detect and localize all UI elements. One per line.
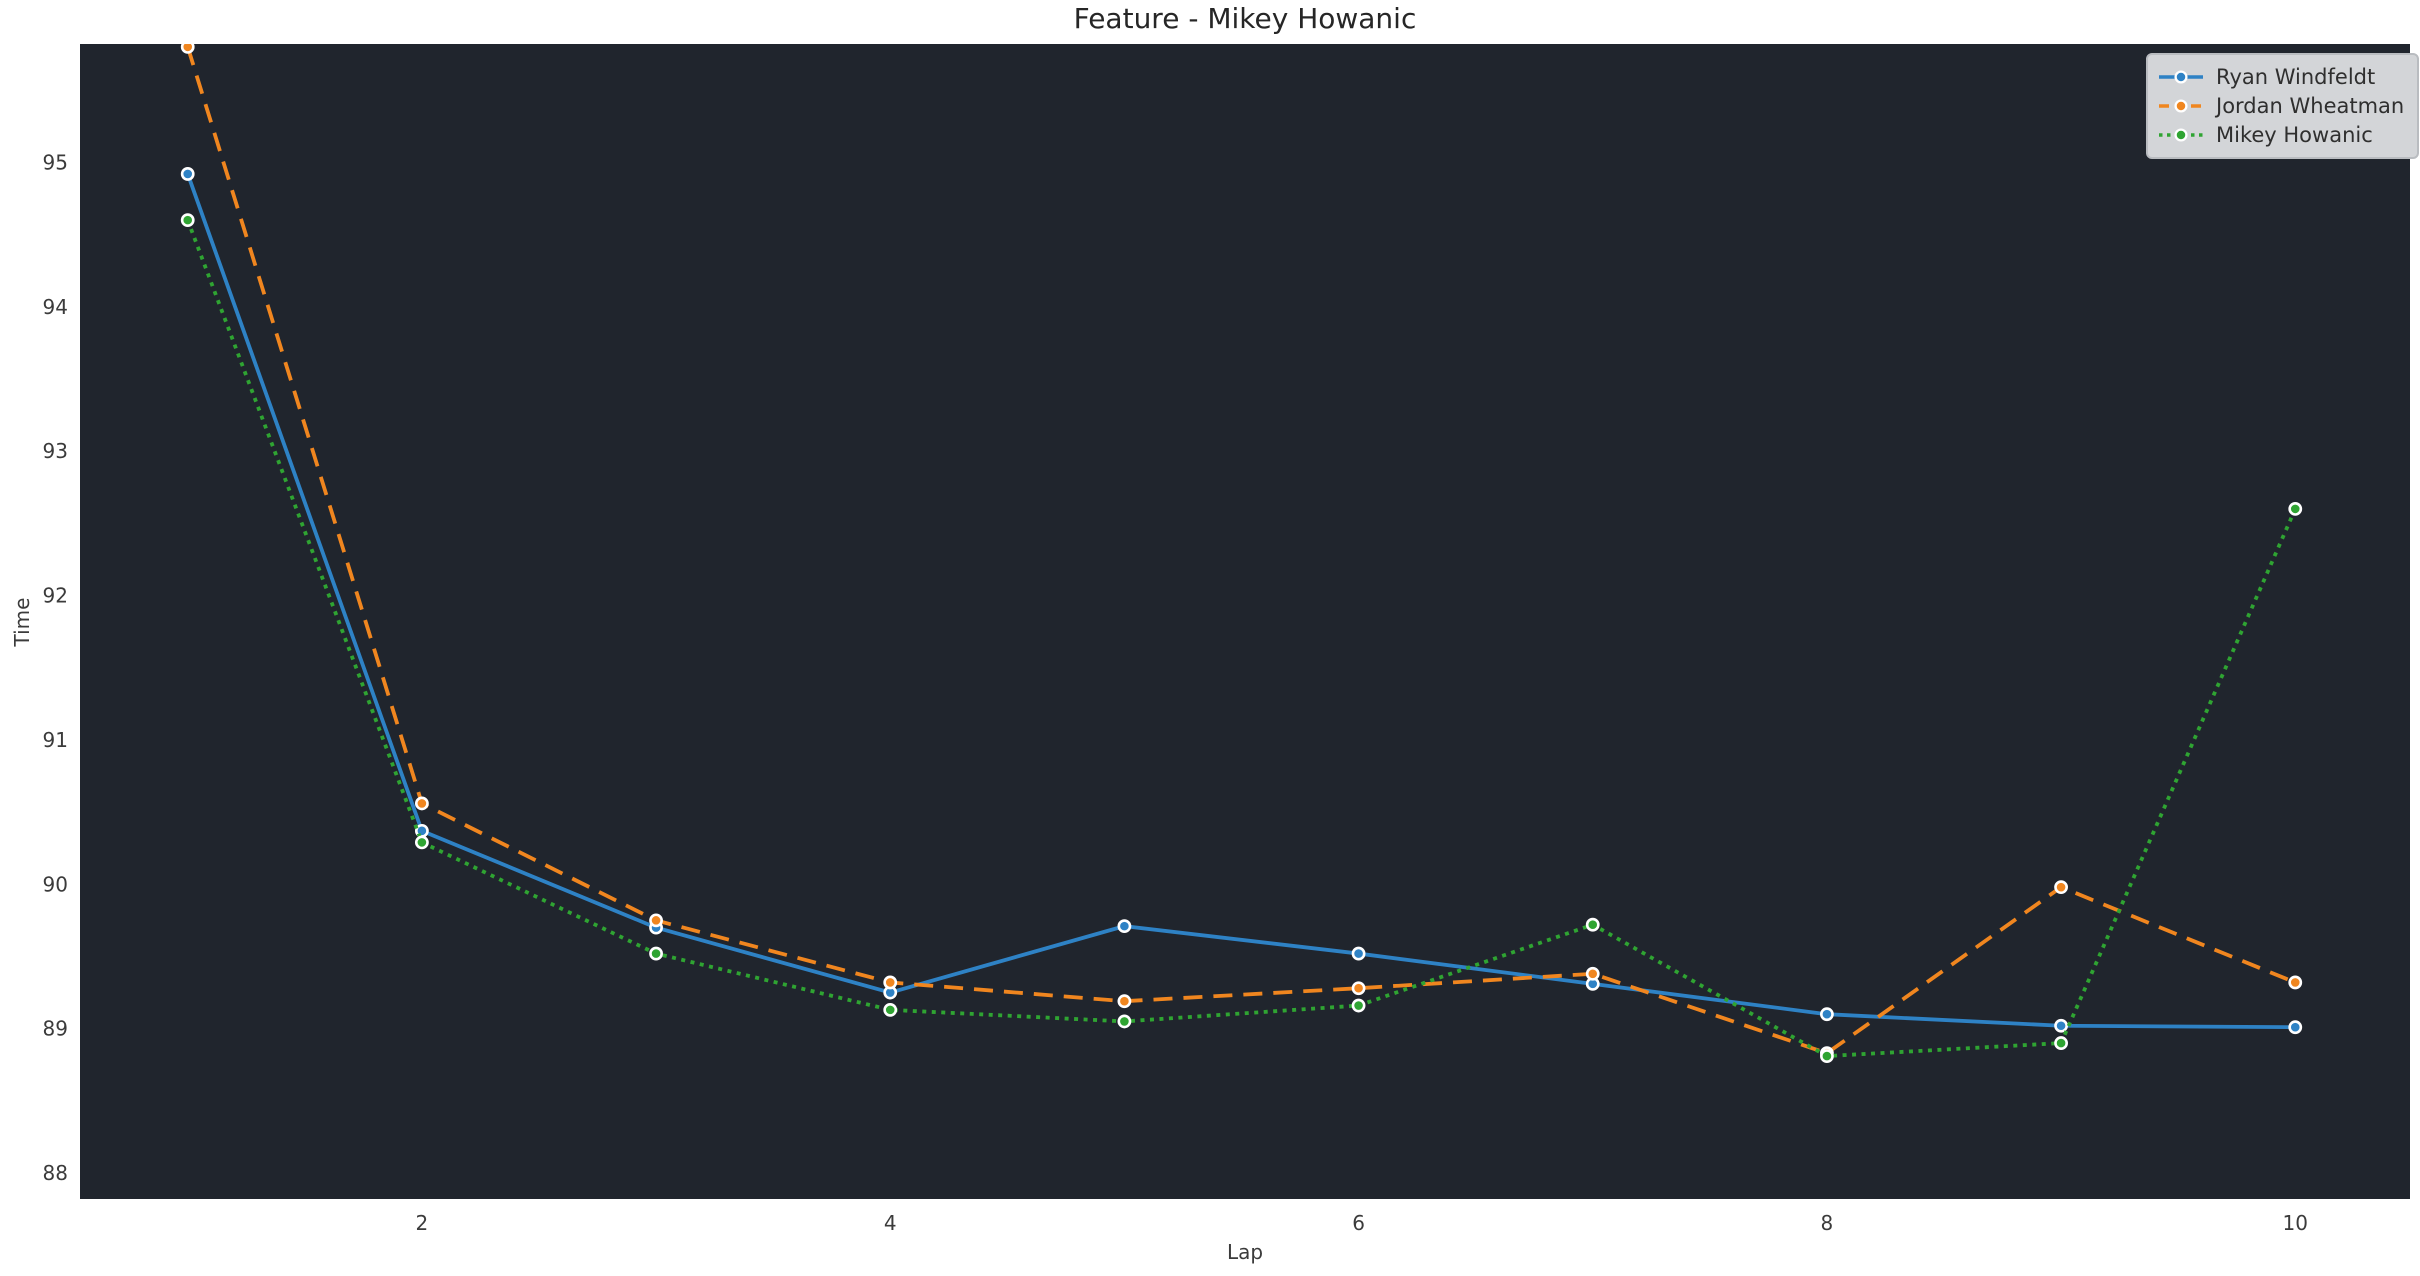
legend-swatch-dotted-line-icon: [2159, 127, 2203, 142]
legend-swatch-solid-line-icon: [2159, 69, 2203, 84]
svg-text:90: 90: [43, 872, 68, 896]
chart-title: Feature - Mikey Howanic: [1073, 2, 1417, 35]
legend-label: Ryan Windfeldt: [2216, 64, 2376, 89]
svg-text:92: 92: [43, 584, 68, 608]
svg-text:2: 2: [416, 1211, 429, 1235]
legend-item-ryan-windfeldt: Ryan Windfeldt: [2158, 62, 2404, 91]
svg-text:89: 89: [43, 1017, 68, 1041]
legend-swatch-dashed-line-icon: [2159, 98, 2203, 113]
svg-text:94: 94: [43, 295, 68, 319]
legend-item-jordan-wheatman: Jordan Wheatman: [2158, 91, 2404, 120]
svg-text:91: 91: [43, 728, 68, 752]
svg-text:93: 93: [43, 439, 68, 463]
x-axis-label: Lap: [1226, 1240, 1264, 1264]
svg-text:8: 8: [1821, 1211, 1834, 1235]
svg-text:4: 4: [884, 1211, 897, 1235]
legend-label: Jordan Wheatman: [2216, 93, 2405, 118]
svg-text:88: 88: [43, 1161, 68, 1185]
y-axis-label: Time: [10, 597, 34, 647]
svg-text:10: 10: [2283, 1211, 2308, 1235]
legend-label: Mikey Howanic: [2216, 122, 2373, 147]
svg-text:95: 95: [43, 150, 68, 174]
svg-text:6: 6: [1352, 1211, 1365, 1235]
legend: Ryan Windfeldt Jordan Wheatman Mikey How…: [2146, 53, 2420, 159]
legend-item-mikey-howanic: Mikey Howanic: [2158, 120, 2404, 149]
